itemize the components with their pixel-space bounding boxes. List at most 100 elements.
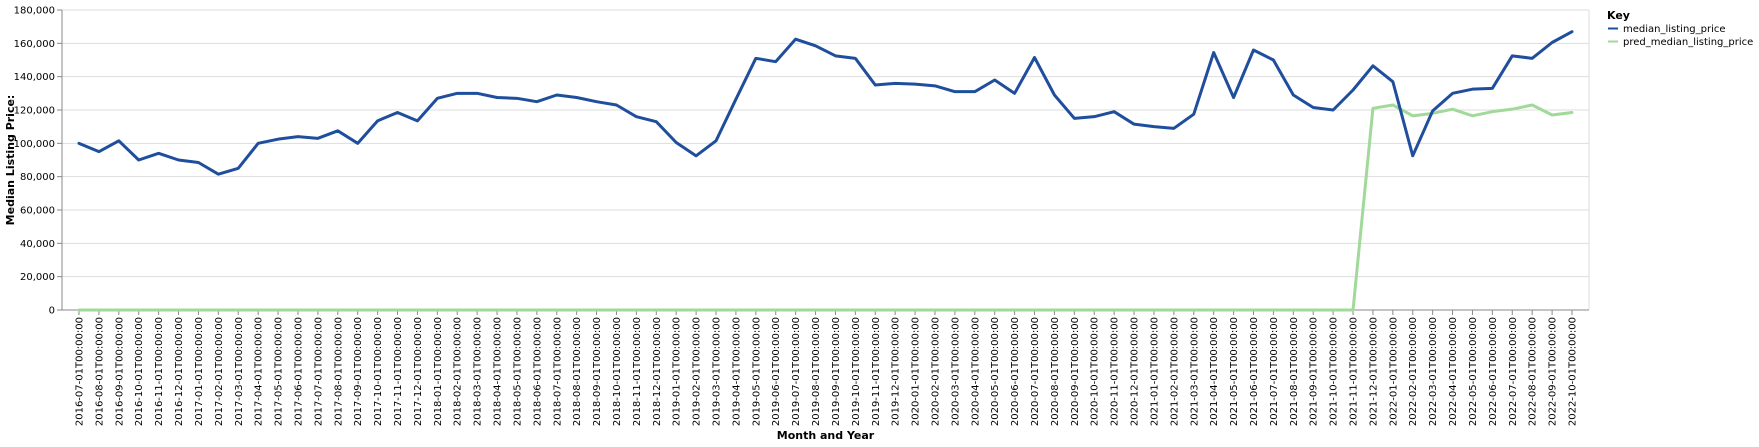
grid-lines <box>62 9 1590 311</box>
x-tick-label: 2018-01-01T00:00:00 <box>433 317 444 426</box>
x-tick-label: 2018-03-01T00:00:00 <box>473 317 484 426</box>
y-tick-label: 120,000 <box>14 106 55 117</box>
y-tick-label: 40,000 <box>20 239 55 250</box>
x-tick-label: 2022-05-01T00:00:00 <box>1468 317 1479 426</box>
x-tick-label: 2022-08-01T00:00:00 <box>1528 317 1539 426</box>
x-tick-label: 2018-11-01T00:00:00 <box>632 317 643 426</box>
x-tick-label: 2017-05-01T00:00:00 <box>274 317 285 426</box>
legend: Key median_listing_price pred_median_list… <box>1607 9 1753 48</box>
y-tick-label: 160,000 <box>14 39 55 50</box>
x-tick-label: 2017-12-01T00:00:00 <box>413 317 424 426</box>
x-tick-label: 2018-06-01T00:00:00 <box>532 317 543 426</box>
legend-label: pred_median_listing_price <box>1623 37 1753 48</box>
x-tick-label: 2020-12-01T00:00:00 <box>1130 317 1141 426</box>
x-tick-label: 2017-01-01T00:00:00 <box>194 317 205 426</box>
x-tick-label: 2020-05-01T00:00:00 <box>990 317 1001 426</box>
x-tick-label: 2020-01-01T00:00:00 <box>911 317 922 426</box>
x-tick-label: 2022-09-01T00:00:00 <box>1548 317 1559 426</box>
y-tick-label: 60,000 <box>20 206 55 217</box>
x-tick-label: 2021-06-01T00:00:00 <box>1249 317 1260 426</box>
x-tick-label: 2019-09-01T00:00:00 <box>831 317 842 426</box>
x-tick-label: 2019-06-01T00:00:00 <box>771 317 782 426</box>
x-tick-label: 2021-12-01T00:00:00 <box>1368 317 1379 426</box>
x-tick-label: 2022-07-01T00:00:00 <box>1508 317 1519 426</box>
x-tick-label: 2022-04-01T00:00:00 <box>1448 317 1459 426</box>
x-tick-label: 2020-08-01T00:00:00 <box>1050 317 1061 426</box>
x-tick-label: 2019-08-01T00:00:00 <box>811 317 822 426</box>
series-line-median_listing_price <box>77 30 1574 176</box>
x-tick-label: 2018-12-01T00:00:00 <box>652 317 663 426</box>
x-tick-label: 2021-11-01T00:00:00 <box>1349 317 1360 426</box>
x-tick-label: 2022-06-01T00:00:00 <box>1488 317 1499 426</box>
series-lines <box>77 30 1574 312</box>
x-tick-label: 2019-01-01T00:00:00 <box>672 317 683 426</box>
x-tick-label: 2021-05-01T00:00:00 <box>1229 317 1240 426</box>
y-tick-label: 180,000 <box>14 6 55 17</box>
x-tick-label: 2021-02-01T00:00:00 <box>1169 317 1180 426</box>
x-tick-label: 2016-10-01T00:00:00 <box>134 317 145 426</box>
x-axis-title: Month and Year <box>777 429 875 442</box>
x-tick-label: 2021-01-01T00:00:00 <box>1149 317 1160 426</box>
x-tick-label: 2022-03-01T00:00:00 <box>1428 317 1439 426</box>
x-tick-label: 2019-03-01T00:00:00 <box>712 317 723 426</box>
x-tick-label: 2016-08-01T00:00:00 <box>94 317 105 426</box>
x-tick-label: 2017-08-01T00:00:00 <box>333 317 344 426</box>
y-axis-title: Median Listing Price: <box>4 95 17 226</box>
y-tick-label: 20,000 <box>20 272 55 283</box>
x-tick-label: 2020-03-01T00:00:00 <box>950 317 961 426</box>
x-axis: 2016-07-01T00:00:00 2016-08-01T00:00:00 20… <box>62 309 1589 426</box>
x-tick-label: 2021-03-01T00:00:00 <box>1189 317 1200 426</box>
x-tick-label: 2022-10-01T00:00:00 <box>1568 317 1579 426</box>
x-tick-label: 2017-03-01T00:00:00 <box>234 317 245 426</box>
x-tick-label: 2021-07-01T00:00:00 <box>1269 317 1280 426</box>
x-tick-label: 2018-04-01T00:00:00 <box>493 317 504 426</box>
series-line-pred_median_listing_price <box>77 103 1574 312</box>
x-tick-label: 2017-04-01T00:00:00 <box>254 317 265 426</box>
legend-items: median_listing_price pred_median_listing_… <box>1608 24 1753 48</box>
x-tick-label: 2020-11-01T00:00:00 <box>1110 317 1121 426</box>
x-tick-label: 2017-09-01T00:00:00 <box>353 317 364 426</box>
x-tick-label: 2018-10-01T00:00:00 <box>612 317 623 426</box>
x-tick-label: 2018-05-01T00:00:00 <box>512 317 523 426</box>
x-tick-label: 2020-09-01T00:00:00 <box>1070 317 1081 426</box>
x-tick-label: 2018-08-01T00:00:00 <box>572 317 583 426</box>
x-tick-label: 2019-11-01T00:00:00 <box>871 317 882 426</box>
x-tick-label: 2017-11-01T00:00:00 <box>393 317 404 426</box>
x-tick-label: 2016-12-01T00:00:00 <box>174 317 185 426</box>
legend-label: median_listing_price <box>1623 24 1726 35</box>
x-tick-label: 2018-07-01T00:00:00 <box>552 317 563 426</box>
y-tick-label: 100,000 <box>14 139 55 150</box>
x-tick-label: 2021-04-01T00:00:00 <box>1209 317 1220 426</box>
x-tick-label: 2019-02-01T00:00:00 <box>692 317 703 426</box>
x-tick-label: 2018-09-01T00:00:00 <box>592 317 603 426</box>
x-tick-label: 2020-07-01T00:00:00 <box>1030 317 1041 426</box>
y-tick-label: 0 <box>49 306 55 317</box>
x-tick-label: 2020-06-01T00:00:00 <box>1010 317 1021 426</box>
x-tick-label: 2020-10-01T00:00:00 <box>1090 317 1101 426</box>
x-tick-label: 2022-01-01T00:00:00 <box>1388 317 1399 426</box>
x-tick-label: 2021-09-01T00:00:00 <box>1309 317 1320 426</box>
x-tick-label: 2019-07-01T00:00:00 <box>791 317 802 426</box>
x-tick-label: 2019-10-01T00:00:00 <box>851 317 862 426</box>
x-tick-label: 2021-10-01T00:00:00 <box>1329 317 1340 426</box>
x-tick-label: 2022-02-01T00:00:00 <box>1408 317 1419 426</box>
legend-title: Key <box>1607 9 1630 22</box>
x-tick-label: 2016-11-01T00:00:00 <box>154 317 165 426</box>
x-tick-label: 2017-10-01T00:00:00 <box>373 317 384 426</box>
x-tick-label: 2019-05-01T00:00:00 <box>751 317 762 426</box>
x-tick-label: 2017-07-01T00:00:00 <box>313 317 324 426</box>
x-tick-label: 2017-02-01T00:00:00 <box>214 317 225 426</box>
y-tick-label: 140,000 <box>14 72 55 83</box>
x-tick-label: 2016-09-01T00:00:00 <box>114 317 125 426</box>
y-axis: 0 20,000 40,000 60,000 80,000 100,000 120,000 1… <box>14 6 63 317</box>
x-tick-label: 2017-06-01T00:00:00 <box>293 317 304 426</box>
x-tick-label: 2019-12-01T00:00:00 <box>891 317 902 426</box>
x-tick-label: 2020-02-01T00:00:00 <box>930 317 941 426</box>
x-tick-label: 2021-08-01T00:00:00 <box>1289 317 1300 426</box>
x-tick-label: 2018-02-01T00:00:00 <box>453 317 464 426</box>
x-tick-label: 2019-04-01T00:00:00 <box>731 317 742 426</box>
x-tick-label: 2020-04-01T00:00:00 <box>970 317 981 426</box>
x-tick-label: 2016-07-01T00:00:00 <box>75 317 86 426</box>
y-tick-label: 80,000 <box>20 172 55 183</box>
